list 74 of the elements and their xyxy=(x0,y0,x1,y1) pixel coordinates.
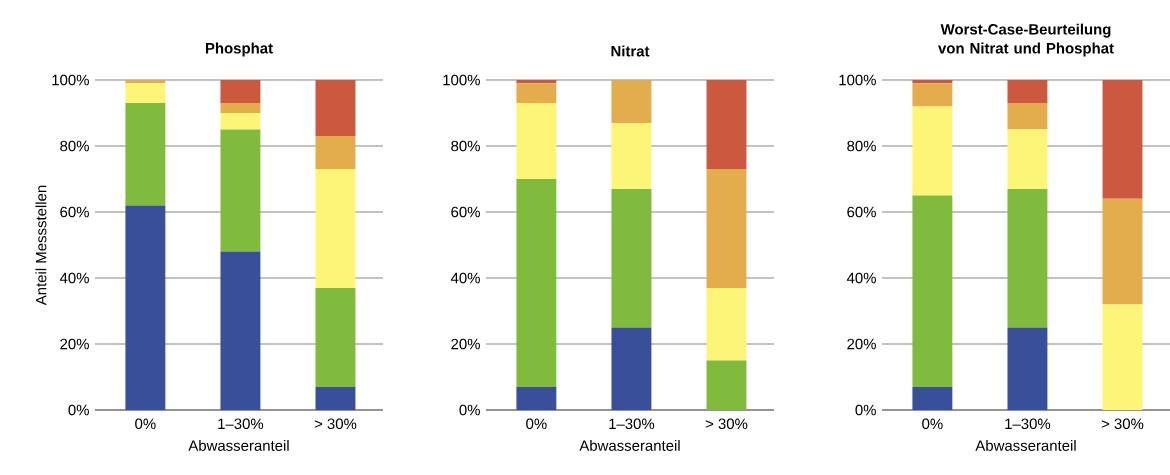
y-tick-label: 80% xyxy=(60,140,89,152)
x-axis-title: Abwasseranteil xyxy=(188,439,289,451)
chart-title: Nitrat xyxy=(611,45,650,57)
x-tick-label: 1–30% xyxy=(609,418,655,430)
y-tick-label: 40% xyxy=(450,272,480,284)
bar xyxy=(125,103,166,206)
bar xyxy=(220,103,261,113)
y-tick-label: 100% xyxy=(52,74,89,86)
bar xyxy=(912,386,953,410)
y-axis-title: Anteil Messstellen xyxy=(35,185,47,306)
y-tick-label: 60% xyxy=(60,206,89,218)
bar xyxy=(220,251,261,410)
y-tick-label: 20% xyxy=(847,338,876,350)
bar xyxy=(315,287,356,387)
y-tick-label: 0% xyxy=(68,404,89,416)
bar xyxy=(125,83,166,104)
bar xyxy=(315,169,356,288)
y-tick-label: 60% xyxy=(451,206,480,218)
bar xyxy=(220,129,261,252)
bar xyxy=(706,360,747,410)
bar xyxy=(706,287,747,361)
chart-title: Phosphat xyxy=(205,42,273,57)
bar xyxy=(1007,103,1048,130)
bar xyxy=(125,80,166,84)
bar xyxy=(516,103,557,179)
y-tick-label: 60% xyxy=(847,206,876,218)
bar xyxy=(315,80,356,137)
bar xyxy=(1007,188,1048,328)
bar xyxy=(516,83,557,104)
bar xyxy=(912,195,953,387)
bar xyxy=(220,113,261,130)
bar xyxy=(706,80,747,170)
y-tick-label: 0% xyxy=(855,404,876,416)
y-tick-label: 100% xyxy=(443,74,480,86)
y-tick-label: 20% xyxy=(451,338,480,350)
bar xyxy=(912,106,953,196)
bar xyxy=(1007,327,1048,410)
x-tick-label: 1–30% xyxy=(1005,418,1051,430)
y-tick-label: 80% xyxy=(451,140,480,152)
bar xyxy=(220,80,261,104)
bar xyxy=(912,83,953,107)
bar xyxy=(611,80,652,123)
x-axis-title: Abwasseranteil xyxy=(579,439,680,451)
y-tick-label: 100% xyxy=(839,74,876,86)
chart-title: Worst-Case-Beurteilung von Nitrat und Phosphat xyxy=(938,23,1114,57)
bar xyxy=(516,386,557,410)
bar xyxy=(611,122,652,189)
x-axis-title: Abwasseranteil xyxy=(975,439,1076,451)
x-tick-label: 0% xyxy=(526,418,547,430)
bar xyxy=(611,327,652,410)
x-tick-label: 0% xyxy=(135,418,156,430)
bar xyxy=(1102,80,1143,199)
x-tick-label: > 30% xyxy=(705,418,748,430)
bar xyxy=(1007,129,1048,189)
bar xyxy=(315,136,356,170)
bar xyxy=(706,169,747,288)
bar xyxy=(516,80,557,84)
bar xyxy=(516,179,557,387)
bar xyxy=(611,188,652,328)
bar xyxy=(1102,198,1143,305)
x-tick-label: 0% xyxy=(922,418,943,430)
x-tick-label: > 30% xyxy=(1101,418,1144,430)
y-tick-label: 40% xyxy=(59,272,89,284)
x-tick-label: 1–30% xyxy=(218,418,264,430)
y-tick-label: 20% xyxy=(60,338,89,350)
y-tick-label: 40% xyxy=(846,272,876,284)
bar xyxy=(125,205,166,410)
bar xyxy=(1007,80,1048,104)
y-tick-label: 80% xyxy=(847,140,876,152)
bar xyxy=(315,386,356,410)
bar xyxy=(912,80,953,84)
y-tick-label: 0% xyxy=(459,404,480,416)
x-tick-label: > 30% xyxy=(314,418,357,430)
bar xyxy=(1102,304,1143,410)
